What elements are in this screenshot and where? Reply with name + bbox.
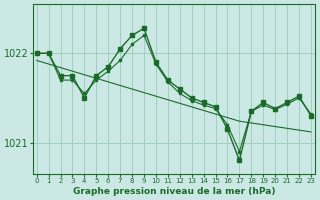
X-axis label: Graphe pression niveau de la mer (hPa): Graphe pression niveau de la mer (hPa) xyxy=(73,187,275,196)
